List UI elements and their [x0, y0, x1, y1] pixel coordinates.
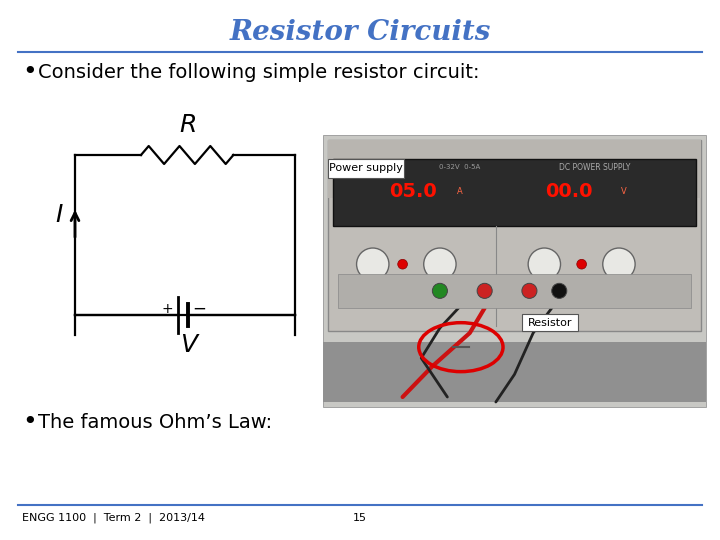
Text: 00.0: 00.0	[545, 182, 593, 201]
Text: 15: 15	[353, 513, 367, 523]
Text: $R$: $R$	[179, 114, 196, 137]
Text: $V$: $V$	[180, 334, 200, 356]
Bar	[338, 274, 691, 308]
Bar	[323, 342, 706, 402]
Text: +: +	[161, 302, 173, 316]
Circle shape	[528, 248, 561, 280]
Circle shape	[477, 284, 492, 299]
Circle shape	[397, 259, 408, 269]
Text: ENGG 1100  |  Term 2  |  2013/14: ENGG 1100 | Term 2 | 2013/14	[22, 513, 205, 523]
Bar	[323, 135, 706, 407]
Text: Resistor Circuits: Resistor Circuits	[229, 18, 491, 45]
Bar	[328, 140, 701, 198]
Text: •: •	[22, 60, 37, 84]
Text: The famous Ohm’s Law:: The famous Ohm’s Law:	[38, 413, 272, 431]
Text: 05.0: 05.0	[389, 182, 437, 201]
Text: V: V	[621, 187, 626, 196]
Circle shape	[433, 284, 447, 299]
Text: •: •	[22, 410, 37, 434]
Text: Power supply: Power supply	[328, 163, 402, 173]
Text: Consider the following simple resistor circuit:: Consider the following simple resistor c…	[38, 63, 480, 82]
Text: Resistor: Resistor	[528, 318, 572, 328]
Text: 0-32V  0-5A: 0-32V 0-5A	[439, 165, 481, 171]
Bar	[333, 159, 696, 226]
Circle shape	[603, 248, 635, 280]
Text: $I$: $I$	[55, 204, 63, 226]
Circle shape	[423, 248, 456, 280]
FancyBboxPatch shape	[522, 314, 577, 332]
FancyBboxPatch shape	[328, 159, 403, 178]
Circle shape	[522, 284, 537, 299]
Text: DC POWER SUPPLY: DC POWER SUPPLY	[559, 163, 630, 172]
Circle shape	[356, 248, 389, 280]
Text: −: −	[192, 300, 206, 318]
Circle shape	[552, 284, 567, 299]
Text: A: A	[457, 187, 463, 196]
Bar	[328, 140, 701, 331]
Circle shape	[577, 259, 587, 269]
